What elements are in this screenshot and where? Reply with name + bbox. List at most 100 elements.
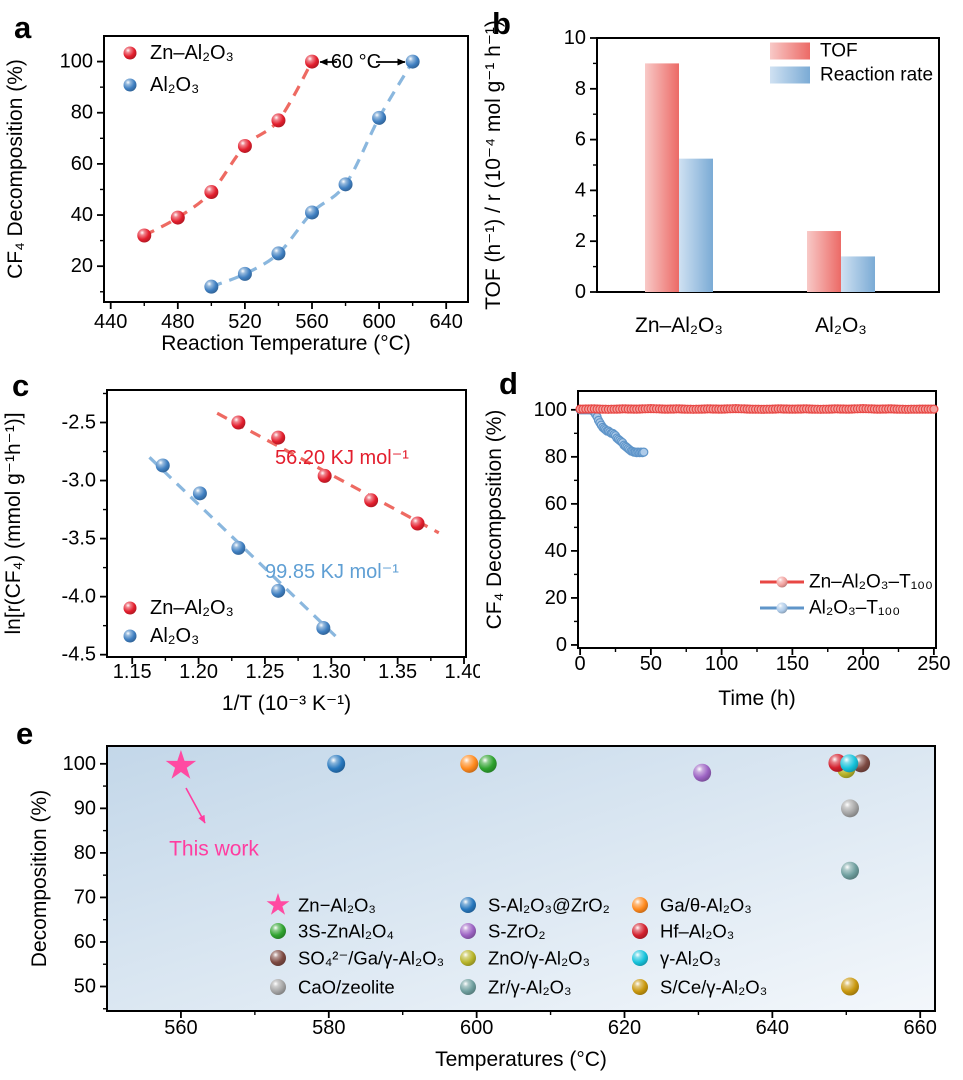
svg-text:6: 6 xyxy=(575,129,586,151)
svg-text:0: 0 xyxy=(575,281,586,303)
series-a-0 xyxy=(137,54,319,243)
svg-text:20: 20 xyxy=(545,587,567,609)
svg-text:1.30: 1.30 xyxy=(312,661,351,683)
svg-text:Time (h): Time (h) xyxy=(718,687,795,710)
panel-a: a 440 480 520 560 600 640 20 40 60 80 100 CF₄ Decom… xyxy=(0,0,480,358)
svg-text:S/Ce/γ-Al₂O₃: S/Ce/γ-Al₂O₃ xyxy=(660,977,767,998)
bars xyxy=(645,63,875,293)
svg-text:ln[r(CF₄) (mmol g⁻¹h⁻¹)]: ln[r(CF₄) (mmol g⁻¹h⁻¹)] xyxy=(2,412,25,634)
svg-text:80: 80 xyxy=(71,102,93,124)
svg-text:40: 40 xyxy=(545,540,567,562)
axes-c: 1.15 1.20 1.25 1.30 1.35 1.40 -2.5 -3.0 -3.5 -4.0… xyxy=(62,389,480,683)
axes-b: 0 2 4 6 8 10 xyxy=(564,27,940,303)
svg-text:Zn–Al₂O₃–T₁₀₀: Zn–Al₂O₃–T₁₀₀ xyxy=(809,572,933,593)
svg-text:CF₄ Decomposition (%): CF₄ Decomposition (%) xyxy=(483,410,506,630)
legend-c: Zn–Al₂O₃ Al₂O₃ xyxy=(123,597,234,647)
chart-tof-bars: 0 2 4 6 8 10 TOF (h⁻¹) / r (10⁻⁴ mol g⁻¹ h⁻¹) Z… xyxy=(482,20,940,337)
svg-text:1.25: 1.25 xyxy=(245,661,284,683)
svg-text:560: 560 xyxy=(295,311,328,333)
svg-text:-3.0: -3.0 xyxy=(62,470,96,492)
svg-text:640: 640 xyxy=(430,311,463,333)
svg-text:0: 0 xyxy=(575,653,586,675)
svg-text:660: 660 xyxy=(904,1017,937,1039)
svg-text:480: 480 xyxy=(161,311,194,333)
svg-text:1.40: 1.40 xyxy=(445,661,480,683)
svg-text:4: 4 xyxy=(575,179,586,201)
legend-a: Zn–Al₂O₃ Al₂O₃ xyxy=(123,42,234,96)
panel-c: c 1.15 1.20 1.25 1.30 1.35 1.40 -2.5 -3.0 -3.5 -4… xyxy=(0,358,480,720)
svg-text:600: 600 xyxy=(362,311,395,333)
chart-stability: 0 50 100 150 200 250 0 20 40 60 80 100 CF₄ Decomposi… xyxy=(483,390,951,710)
svg-text:70: 70 xyxy=(74,886,96,908)
panel-e: e 560 580 600 620 640 660 50 60 70 80 90 100 Decompo… xyxy=(0,718,963,1080)
axes-d: 0 50 100 150 200 250 0 20 40 60 80 100 xyxy=(534,390,951,675)
svg-text:60: 60 xyxy=(74,931,96,953)
svg-text:TOF: TOF xyxy=(820,41,858,62)
svg-text:440: 440 xyxy=(94,311,127,333)
svg-text:SO₄²⁻/Ga/γ-Al₂O₃: SO₄²⁻/Ga/γ-Al₂O₃ xyxy=(298,948,444,969)
svg-text:620: 620 xyxy=(608,1017,641,1039)
svg-text:580: 580 xyxy=(312,1017,345,1039)
svg-text:50: 50 xyxy=(640,653,662,675)
svg-text:100: 100 xyxy=(63,753,96,775)
panel-c-label: c xyxy=(12,368,30,403)
svg-text:Temperatures (°C): Temperatures (°C) xyxy=(435,1048,607,1071)
svg-text:80: 80 xyxy=(545,446,567,468)
svg-text:250: 250 xyxy=(917,653,950,675)
svg-text:S-ZrO₂: S-ZrO₂ xyxy=(488,921,546,942)
points-e xyxy=(165,749,871,996)
svg-text:2: 2 xyxy=(575,230,586,252)
svg-text:0: 0 xyxy=(556,634,567,656)
svg-text:Zn–Al₂O₃: Zn–Al₂O₃ xyxy=(635,314,723,337)
panel-b: b 0 2 4 6 8 10 TOF (h⁻¹) / r (10⁻⁴ mol g⁻¹ h⁻¹… xyxy=(480,0,963,358)
chart-arrhenius: 1.15 1.20 1.25 1.30 1.35 1.40 -2.5 -3.0 -3.5 -4.0… xyxy=(2,389,480,715)
svg-text:520: 520 xyxy=(228,311,261,333)
legend-e: Zn−Al₂O₃ 3S-ZnAl₂O₄ SO₄²⁻/Ga/γ-Al₂O₃ CaO/ze… xyxy=(266,893,767,998)
svg-text:-3.5: -3.5 xyxy=(62,528,96,550)
svg-text:Al₂O₃: Al₂O₃ xyxy=(150,74,199,96)
svg-text:Zn−Al₂O₃: Zn−Al₂O₃ xyxy=(298,895,376,916)
svg-text:-2.5: -2.5 xyxy=(62,412,96,434)
panel-d: d 0 50 100 150 200 250 0 20 40 60 80 100 CF₄ Decompo… xyxy=(483,358,963,720)
svg-text:Decomposition (%): Decomposition (%) xyxy=(28,790,51,967)
annotation-this-work: This work xyxy=(169,787,259,861)
svg-text:640: 640 xyxy=(756,1017,789,1039)
panel-d-label: d xyxy=(499,366,518,401)
svg-text:CF₄ Decomposition (%): CF₄ Decomposition (%) xyxy=(4,59,27,279)
panel-b-label: b xyxy=(492,6,511,41)
svg-text:1.15: 1.15 xyxy=(113,661,152,683)
svg-text:560: 560 xyxy=(164,1017,197,1039)
series-c-0 xyxy=(216,411,440,535)
svg-text:Al₂O₃: Al₂O₃ xyxy=(150,625,199,647)
svg-text:Ga/θ-Al₂O₃: Ga/θ-Al₂O₃ xyxy=(660,895,752,916)
svg-text:8: 8 xyxy=(575,78,586,100)
svg-text:Al₂O₃–T₁₀₀: Al₂O₃–T₁₀₀ xyxy=(809,598,900,619)
svg-text:600: 600 xyxy=(460,1017,493,1039)
annotation-a: 60 °C xyxy=(319,51,406,73)
svg-text:1/T (10⁻³ K⁻¹): 1/T (10⁻³ K⁻¹) xyxy=(222,692,351,715)
svg-text:60: 60 xyxy=(71,153,93,175)
svg-text:Zr/γ-Al₂O₃: Zr/γ-Al₂O₃ xyxy=(488,977,572,998)
svg-text:Al₂O₃: Al₂O₃ xyxy=(815,314,867,337)
svg-text:S-Al₂O₃@ZrO₂: S-Al₂O₃@ZrO₂ xyxy=(488,895,610,916)
svg-text:γ-Al₂O₃: γ-Al₂O₃ xyxy=(660,948,721,969)
legend-d: Zn–Al₂O₃–T₁₀₀ Al₂O₃–T₁₀₀ xyxy=(760,572,933,619)
series-d-0 xyxy=(575,403,939,414)
svg-text:1.20: 1.20 xyxy=(179,661,218,683)
svg-text:ZnO/γ-Al₂O₃: ZnO/γ-Al₂O₃ xyxy=(488,948,590,969)
legend-b: TOF Reaction rate xyxy=(770,41,933,86)
svg-text:This work: This work xyxy=(169,838,259,861)
svg-text:80: 80 xyxy=(74,842,96,864)
svg-text:200: 200 xyxy=(846,653,879,675)
svg-text:150: 150 xyxy=(776,653,809,675)
panel-e-label: e xyxy=(16,716,34,751)
series-c-1 xyxy=(148,456,340,640)
svg-text:3S-ZnAl₂O₄: 3S-ZnAl₂O₄ xyxy=(298,921,394,942)
svg-text:CaO/zeolite: CaO/zeolite xyxy=(298,977,395,998)
svg-text:56.20 KJ mol⁻¹: 56.20 KJ mol⁻¹ xyxy=(275,447,409,469)
series-a-1 xyxy=(204,54,420,294)
svg-text:100: 100 xyxy=(60,51,93,73)
svg-text:50: 50 xyxy=(74,976,96,998)
svg-text:40: 40 xyxy=(71,204,93,226)
